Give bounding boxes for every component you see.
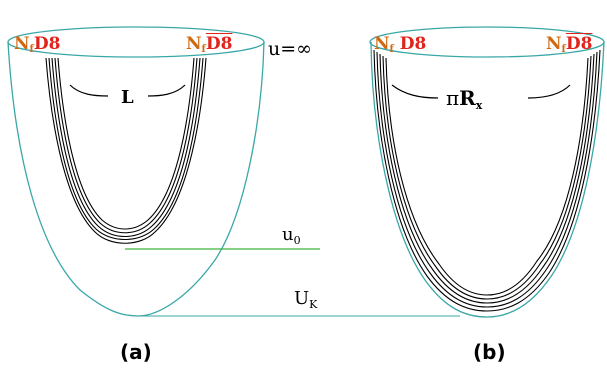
panel-a-separation-right-arc <box>147 84 186 97</box>
uk-label: UK <box>294 288 318 311</box>
panel-a-strand <box>51 57 201 237</box>
panel-b-right-nf: Nf <box>546 34 566 55</box>
panel-b-strand <box>382 55 592 300</box>
panel-a-separation-arrow <box>69 84 186 97</box>
panel-a-caption: (a) <box>120 340 152 364</box>
panel-a-left-brane-label: NfD8 <box>14 34 61 55</box>
panel-a-cigar-body <box>7 41 265 317</box>
panel-a-strand <box>57 57 195 230</box>
panel-a-strands <box>45 57 207 244</box>
panel-b-cigar-body <box>370 41 605 318</box>
panel-a-strand <box>48 57 204 240</box>
panel-b-caption: (b) <box>473 340 506 364</box>
panel-b-strand <box>376 51 598 308</box>
panel-a-cigar <box>7 26 265 317</box>
panel-a-strand <box>45 57 207 244</box>
panel-b-separation-label: πRx <box>446 86 483 112</box>
panel-a-separation-left-arc <box>69 84 109 97</box>
panel-b-strand <box>373 49 601 312</box>
panel-b-strand <box>385 57 589 296</box>
panel-a-right-nf: Nf <box>186 34 206 55</box>
u0-label: u0 <box>282 224 301 247</box>
panel-b-separation-left-arc <box>391 84 439 99</box>
panel-b-cigar <box>369 26 605 318</box>
panel-a-strand <box>54 57 198 234</box>
panel-b-right-brane-label: NfD8 <box>546 34 593 55</box>
panel-b-separation-arrow <box>391 84 571 99</box>
boundary-label: u=∞ <box>268 38 312 60</box>
panel-b-left-nf: Nf <box>374 34 394 55</box>
panel-a-separation-label: L <box>121 87 134 108</box>
panel-b-strands <box>373 49 601 312</box>
panel-a-right-brane-label: NfD8 <box>186 34 233 55</box>
panel-b-strand <box>379 53 595 304</box>
panel-b-separation-right-arc <box>527 84 571 99</box>
panel-b-left-brane-label: Nf D8 <box>374 34 427 55</box>
panel-a-left-nf: Nf <box>14 34 34 55</box>
